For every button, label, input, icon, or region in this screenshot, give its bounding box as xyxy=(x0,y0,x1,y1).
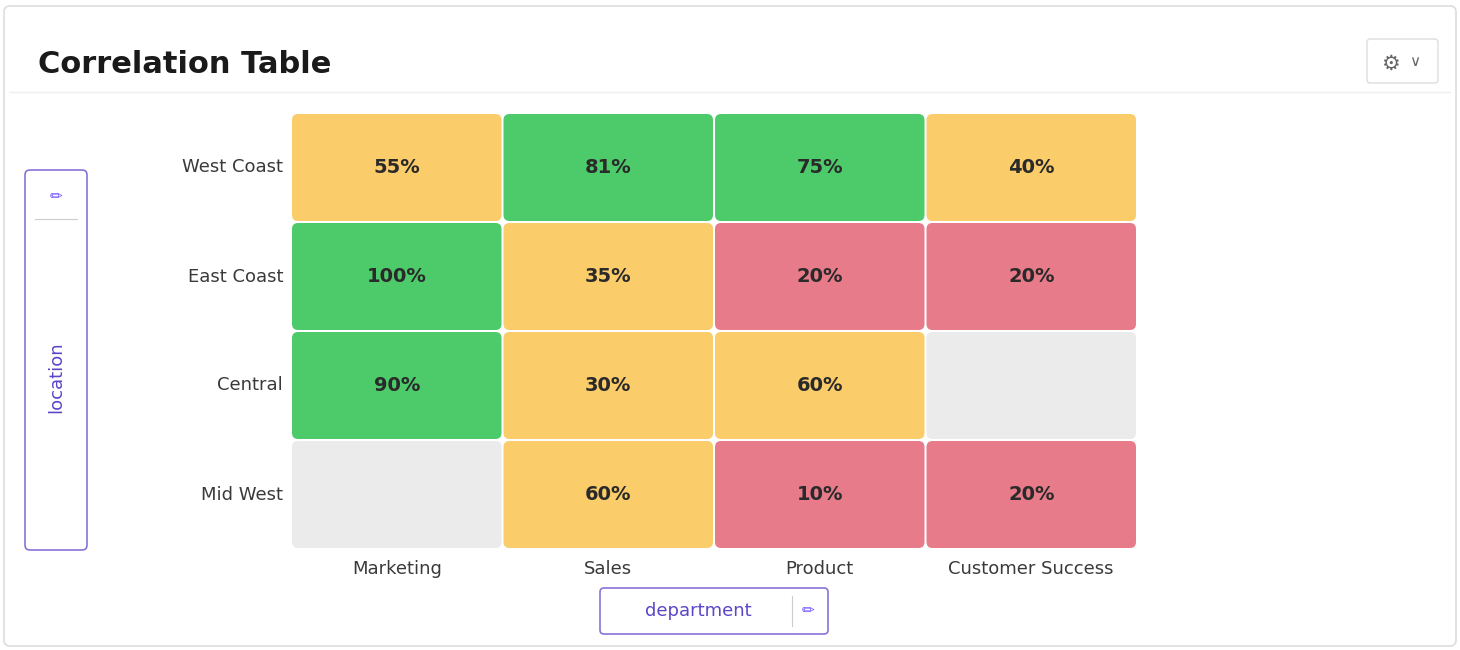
FancyBboxPatch shape xyxy=(504,223,712,330)
Text: 55%: 55% xyxy=(374,158,420,177)
Text: ∨: ∨ xyxy=(1409,54,1421,69)
FancyBboxPatch shape xyxy=(715,441,924,548)
Text: 20%: 20% xyxy=(797,267,842,286)
FancyBboxPatch shape xyxy=(292,332,501,439)
FancyBboxPatch shape xyxy=(25,170,88,550)
Text: 75%: 75% xyxy=(797,158,842,177)
FancyBboxPatch shape xyxy=(292,223,501,330)
Text: 81%: 81% xyxy=(585,158,632,177)
Text: location: location xyxy=(47,341,66,413)
Text: Marketing: Marketing xyxy=(352,560,442,578)
Text: 90%: 90% xyxy=(374,376,420,395)
FancyBboxPatch shape xyxy=(504,441,712,548)
Text: ✏: ✏ xyxy=(50,190,63,205)
Text: West Coast: West Coast xyxy=(182,159,283,177)
Text: Correlation Table: Correlation Table xyxy=(38,50,331,79)
Text: 20%: 20% xyxy=(1007,485,1054,504)
Text: ✏: ✏ xyxy=(802,603,815,619)
FancyBboxPatch shape xyxy=(4,6,1456,646)
Text: Mid West: Mid West xyxy=(201,486,283,504)
FancyBboxPatch shape xyxy=(927,114,1136,221)
FancyBboxPatch shape xyxy=(504,114,712,221)
Text: 100%: 100% xyxy=(366,267,426,286)
FancyBboxPatch shape xyxy=(715,114,924,221)
FancyBboxPatch shape xyxy=(927,441,1136,548)
FancyBboxPatch shape xyxy=(600,588,828,634)
Text: 60%: 60% xyxy=(585,485,632,504)
Text: 40%: 40% xyxy=(1007,158,1054,177)
Text: East Coast: East Coast xyxy=(187,268,283,285)
Text: 20%: 20% xyxy=(1007,267,1054,286)
FancyBboxPatch shape xyxy=(927,223,1136,330)
Text: department: department xyxy=(645,602,752,620)
FancyBboxPatch shape xyxy=(1367,39,1438,83)
Text: Customer Success: Customer Success xyxy=(949,560,1114,578)
Text: ⚙: ⚙ xyxy=(1381,54,1399,74)
Text: 35%: 35% xyxy=(585,267,632,286)
Text: 30%: 30% xyxy=(585,376,631,395)
Text: Central: Central xyxy=(218,376,283,395)
Text: 60%: 60% xyxy=(797,376,842,395)
FancyBboxPatch shape xyxy=(715,332,924,439)
Text: Product: Product xyxy=(785,560,854,578)
FancyBboxPatch shape xyxy=(504,332,712,439)
Text: Sales: Sales xyxy=(584,560,632,578)
FancyBboxPatch shape xyxy=(292,114,501,221)
Text: 10%: 10% xyxy=(797,485,842,504)
FancyBboxPatch shape xyxy=(927,332,1136,439)
FancyBboxPatch shape xyxy=(715,223,924,330)
FancyBboxPatch shape xyxy=(292,441,501,548)
